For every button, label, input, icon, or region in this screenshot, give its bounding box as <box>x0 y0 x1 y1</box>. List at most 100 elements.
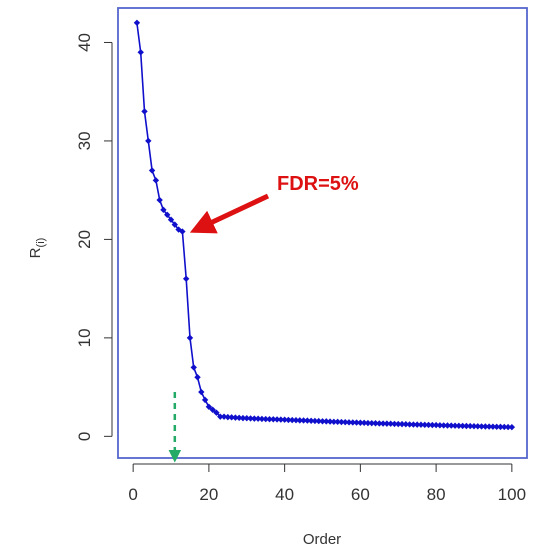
data-point <box>156 196 163 204</box>
data-point <box>466 422 474 430</box>
data-point <box>470 422 478 430</box>
x-axis-title: Order <box>303 531 341 548</box>
data-point <box>364 419 372 427</box>
data-point <box>186 334 194 342</box>
plot-frame <box>117 7 528 459</box>
data-point <box>334 418 341 426</box>
data-point <box>148 167 156 174</box>
data-point <box>243 415 250 422</box>
data-point <box>459 422 466 430</box>
data-point <box>338 418 345 426</box>
data-point <box>247 415 254 422</box>
x-tick-label: 80 <box>427 485 446 504</box>
data-point <box>432 421 440 429</box>
data-point <box>213 409 220 416</box>
data-point <box>444 422 451 429</box>
data-point <box>387 420 394 427</box>
data-point <box>489 423 497 430</box>
data-point <box>285 416 292 424</box>
y-tick-label: 40 <box>75 33 94 52</box>
data-point <box>171 221 179 228</box>
data-point <box>436 422 444 429</box>
x-tick-label: 40 <box>275 485 294 504</box>
data-point <box>289 416 296 424</box>
data-point <box>258 415 266 423</box>
annotations <box>168 193 270 463</box>
data-point <box>145 137 152 145</box>
data-point <box>455 422 463 430</box>
data-point <box>410 421 417 428</box>
data-point <box>262 415 269 423</box>
y-axis: 0 10 20 30 40 <box>75 33 113 441</box>
data-point <box>190 364 197 371</box>
data-point <box>315 417 322 425</box>
data-point <box>319 418 326 425</box>
y-tick-label: 20 <box>75 230 94 249</box>
data-point <box>330 418 338 425</box>
data-point <box>266 416 273 423</box>
data-point <box>179 228 186 235</box>
data-point <box>504 423 512 431</box>
data-point <box>224 413 232 421</box>
data-point <box>357 419 364 426</box>
y-tick-label: 0 <box>75 432 94 441</box>
data-series <box>133 19 516 431</box>
data-point <box>160 206 167 214</box>
data-point <box>296 417 303 424</box>
data-point <box>137 49 144 56</box>
data-point <box>254 415 262 422</box>
x-axis: 0 20 40 60 80 100 <box>128 463 526 504</box>
data-point <box>292 416 300 424</box>
data-point <box>429 421 436 429</box>
data-point <box>326 418 334 425</box>
data-point <box>182 275 190 282</box>
data-point <box>209 406 216 413</box>
data-point <box>501 423 508 431</box>
data-point <box>239 414 247 422</box>
data-point <box>463 422 470 430</box>
data-point <box>270 416 277 423</box>
data-point <box>281 416 288 423</box>
data-point <box>368 419 375 427</box>
fdr-arrow <box>189 193 270 234</box>
y-axis-title: R(i) <box>27 238 47 259</box>
data-point <box>440 422 447 429</box>
data-point <box>406 421 413 428</box>
data-point <box>482 423 489 430</box>
data-point <box>493 423 500 430</box>
data-point <box>353 419 360 426</box>
data-point <box>277 416 285 423</box>
data-point <box>133 19 141 26</box>
data-point <box>360 419 368 427</box>
data-point <box>251 415 258 422</box>
data-point <box>205 403 213 410</box>
data-point <box>141 108 148 115</box>
data-point <box>508 423 516 431</box>
data-point <box>391 420 398 428</box>
data-point <box>417 421 425 428</box>
fdr-label: FDR=5% <box>277 173 359 195</box>
data-point <box>164 211 171 218</box>
x-tick-label: 60 <box>351 485 370 504</box>
data-point <box>376 420 383 427</box>
data-point <box>232 414 239 421</box>
data-point <box>307 417 315 424</box>
data-point <box>198 388 205 396</box>
data-point <box>273 416 281 423</box>
data-point <box>235 414 243 422</box>
data-point <box>228 414 235 421</box>
data-point <box>474 423 481 430</box>
data-point <box>372 420 379 427</box>
data-point <box>497 423 504 431</box>
y-tick-label: 30 <box>75 131 94 150</box>
x-tick-label: 20 <box>199 485 218 504</box>
data-point <box>349 419 356 426</box>
data-point <box>311 417 319 425</box>
data-point <box>194 374 201 381</box>
data-point <box>345 419 353 426</box>
y-tick-label: 10 <box>75 328 94 347</box>
data-point <box>300 417 307 424</box>
data-point <box>485 423 493 430</box>
data-point <box>220 413 228 420</box>
